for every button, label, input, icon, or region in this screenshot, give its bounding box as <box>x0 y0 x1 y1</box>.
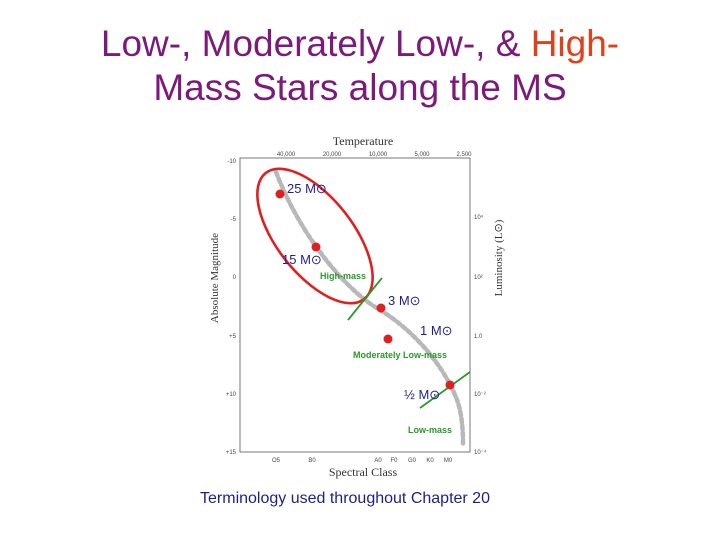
plot-frame <box>239 157 471 453</box>
luminosity-tick: 10⁻⁴ <box>474 449 487 456</box>
region-label-high-mass: High-mass <box>320 271 366 281</box>
star-3-solar-mass <box>376 303 386 313</box>
temperature-tick: 2,500 <box>456 152 472 158</box>
star-label-1: 1 M⊙ <box>420 323 453 338</box>
top-axis-label: Temperature <box>333 134 393 148</box>
magnitude-tick: 0 <box>233 275 237 281</box>
luminosity-tick: 10² <box>474 275 483 281</box>
magnitude-tick: +5 <box>229 334 237 340</box>
title-part-high: High- <box>530 23 620 64</box>
high-moderate-divider <box>347 277 383 321</box>
right-axis-label: Luminosity (L⊙) <box>493 219 505 296</box>
temperature-tick: 20,000 <box>323 152 342 158</box>
star-1-solar-mass <box>383 334 393 344</box>
title-part-low: Low-, Moderately Low-, & <box>100 23 531 64</box>
region-label-moderately-low-mass: Moderately Low-mass <box>353 350 447 360</box>
star-label-half: ½ M⊙ <box>404 387 440 402</box>
title-line-2: Mass Stars along the MS <box>153 67 567 108</box>
star-15-solar-mass <box>311 242 321 252</box>
temperature-tick: 40,000 <box>277 152 296 158</box>
luminosity-tick: 10⁻² <box>474 392 486 398</box>
bottom-axis-label: Spectral Class <box>329 465 398 479</box>
star-label-3: 3 M⊙ <box>388 293 421 308</box>
star-25-solar-mass <box>275 189 285 199</box>
magnitude-tick: +15 <box>226 450 237 456</box>
spectral-tick: K0 <box>426 458 434 464</box>
spectral-tick: F0 <box>390 458 398 464</box>
main-sequence-band <box>273 169 466 448</box>
spectral-tick: O5 <box>272 458 281 464</box>
magnitude-tick: -5 <box>231 217 237 223</box>
temperature-tick: 5,000 <box>414 152 430 158</box>
spectral-tick: G0 <box>408 458 417 464</box>
slide-title: Low-, Moderately Low-, & High- Mass Star… <box>0 22 720 110</box>
region-label-low-mass: Low-mass <box>408 425 452 435</box>
spectral-tick: A0 <box>374 458 382 464</box>
luminosity-tick: 10⁴ <box>474 214 484 221</box>
star-label-25: 25 M⊙ <box>287 181 327 196</box>
magnitude-tick: -10 <box>227 159 236 165</box>
temperature-tick: 10,000 <box>369 152 388 158</box>
star-label-15: 15 M⊙ <box>282 252 322 267</box>
spectral-tick: B0 <box>308 458 316 464</box>
magnitude-tick: +10 <box>226 392 237 398</box>
star-half-solar-mass <box>445 380 455 390</box>
moderate-low-divider <box>419 371 471 409</box>
luminosity-tick: 1.0 <box>474 334 483 340</box>
spectral-tick: M0 <box>444 458 453 464</box>
slide-caption: Terminology used throughout Chapter 20 <box>200 490 490 507</box>
left-axis-label: Absolute Magnitude <box>209 233 221 323</box>
